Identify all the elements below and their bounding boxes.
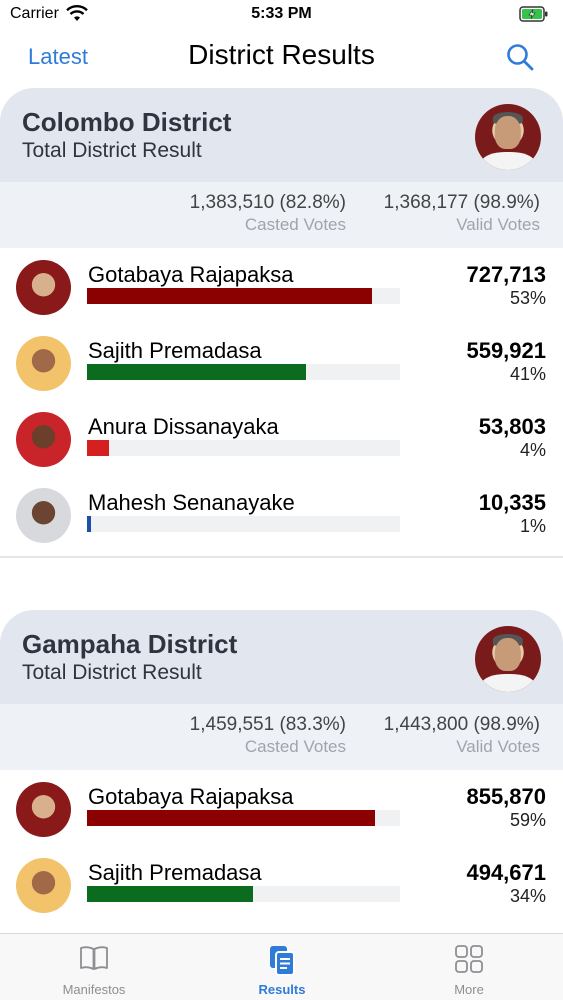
vote-share-fill	[87, 810, 375, 826]
valid-votes-label: Valid Votes	[456, 215, 540, 234]
tab-label: Manifestos	[62, 982, 126, 997]
candidate-name: Gotabaya Rajapaksa	[88, 784, 294, 809]
casted-votes-label: Casted Votes	[244, 737, 346, 756]
candidate-percent: 1%	[519, 516, 546, 536]
casted-votes-value: 1,383,510 (82.8%)	[189, 192, 346, 213]
candidate-row[interactable]	[0, 922, 563, 933]
tab-bar: Manifestos Results More	[0, 933, 563, 1000]
casted-votes-block: 1,383,510 (82.8%) Casted Votes	[190, 192, 346, 235]
candidate-avatar	[16, 858, 71, 913]
district-header: Gampaha District Total District Result	[0, 610, 563, 704]
candidate-name: Anura Dissanayaka	[88, 414, 279, 439]
tab-results[interactable]: Results	[188, 934, 376, 1000]
leading-candidate-avatar	[475, 104, 541, 170]
vote-share-bar	[87, 516, 400, 532]
vote-share-bar	[87, 440, 400, 456]
latest-back-button[interactable]: Latest	[28, 44, 88, 69]
tab-manifestos[interactable]: Manifestos	[0, 934, 188, 1000]
district-summary: 1,459,551 (83.3%) Casted Votes 1,443,800…	[0, 704, 563, 770]
book-icon	[80, 946, 108, 970]
candidate-votes: 559,921	[466, 338, 546, 363]
candidate-percent: 4%	[519, 440, 546, 460]
candidate-avatar	[16, 412, 71, 467]
candidate-name: Mahesh Senanayake	[88, 490, 295, 515]
casted-votes-block: 1,459,551 (83.3%) Casted Votes	[190, 714, 346, 757]
valid-votes-block: 1,443,800 (98.9%) Valid Votes	[384, 714, 540, 757]
battery-charging-icon	[519, 6, 548, 22]
district-name: Colombo District	[22, 107, 232, 137]
casted-votes-label: Casted Votes	[244, 215, 346, 234]
valid-votes-block: 1,368,177 (98.9%) Valid Votes	[384, 192, 540, 235]
candidate-row[interactable]: Gotabaya Rajapaksa 855,870 59%	[0, 770, 563, 846]
carrier-label: Carrier	[10, 5, 59, 22]
grid-icon	[455, 945, 483, 973]
status-time: 5:33 PM	[251, 5, 312, 22]
candidate-row[interactable]: Sajith Premadasa 494,671 34%	[0, 846, 563, 922]
candidate-row[interactable]: Mahesh Senanayake 10,335 1%	[0, 476, 563, 552]
candidate-row[interactable]: Sajith Premadasa 559,921 41%	[0, 324, 563, 400]
candidate-avatar	[16, 260, 71, 315]
status-bar: Carrier 5:33 PM	[0, 0, 563, 30]
search-icon[interactable]	[505, 42, 535, 72]
vote-share-bar	[87, 810, 400, 826]
vote-share-bar	[87, 364, 400, 380]
district-subtitle: Total District Result	[22, 139, 202, 162]
district-card-gampaha[interactable]: Gampaha District Total District Result 1…	[0, 610, 563, 933]
candidate-votes: 494,671	[466, 860, 546, 885]
navigation-bar: Latest District Results	[0, 30, 563, 88]
candidate-votes: 727,713	[466, 262, 546, 287]
vote-share-fill	[87, 440, 109, 456]
vote-share-fill	[87, 288, 372, 304]
tab-label: More	[454, 982, 484, 997]
documents-icon	[270, 946, 295, 976]
vote-share-fill	[87, 364, 306, 380]
district-subtitle: Total District Result	[22, 661, 202, 684]
candidate-percent: 34%	[509, 886, 546, 906]
candidate-votes: 53,803	[478, 414, 546, 439]
district-card-colombo[interactable]: Colombo District Total District Result 1…	[0, 88, 563, 558]
candidate-name: Gotabaya Rajapaksa	[88, 262, 294, 287]
leading-candidate-avatar	[475, 626, 541, 692]
card-spacer	[0, 558, 563, 610]
district-summary: 1,383,510 (82.8%) Casted Votes 1,368,177…	[0, 182, 563, 248]
candidate-row[interactable]: Anura Dissanayaka 53,803 4%	[0, 400, 563, 476]
vote-share-fill	[87, 516, 91, 532]
district-name: Gampaha District	[22, 629, 238, 659]
candidate-votes: 10,335	[478, 490, 546, 515]
candidate-avatar	[16, 336, 71, 391]
candidate-name: Sajith Premadasa	[88, 338, 262, 363]
candidate-name: Sajith Premadasa	[88, 860, 262, 885]
candidate-percent: 53%	[509, 288, 546, 308]
tab-label: Results	[258, 982, 306, 997]
page-title: District Results	[188, 39, 375, 70]
candidate-row[interactable]: Gotabaya Rajapaksa 727,713 53%	[0, 248, 563, 324]
vote-share-bar	[87, 886, 400, 902]
casted-votes-value: 1,459,551 (83.3%)	[189, 714, 346, 735]
tab-more[interactable]: More	[375, 934, 563, 1000]
results-scroll-area[interactable]: Colombo District Total District Result 1…	[0, 88, 563, 933]
candidate-percent: 59%	[509, 810, 546, 830]
vote-share-fill	[87, 886, 253, 902]
valid-votes-value: 1,368,177 (98.9%)	[383, 192, 540, 213]
valid-votes-label: Valid Votes	[456, 737, 540, 756]
candidate-avatar	[16, 782, 71, 837]
candidate-percent: 41%	[509, 364, 546, 384]
wifi-icon	[66, 5, 88, 21]
card-divider	[0, 552, 563, 558]
district-header: Colombo District Total District Result	[0, 88, 563, 182]
valid-votes-value: 1,443,800 (98.9%)	[383, 714, 540, 735]
candidate-avatar	[16, 488, 71, 543]
vote-share-bar	[87, 288, 400, 304]
candidate-votes: 855,870	[466, 784, 546, 809]
